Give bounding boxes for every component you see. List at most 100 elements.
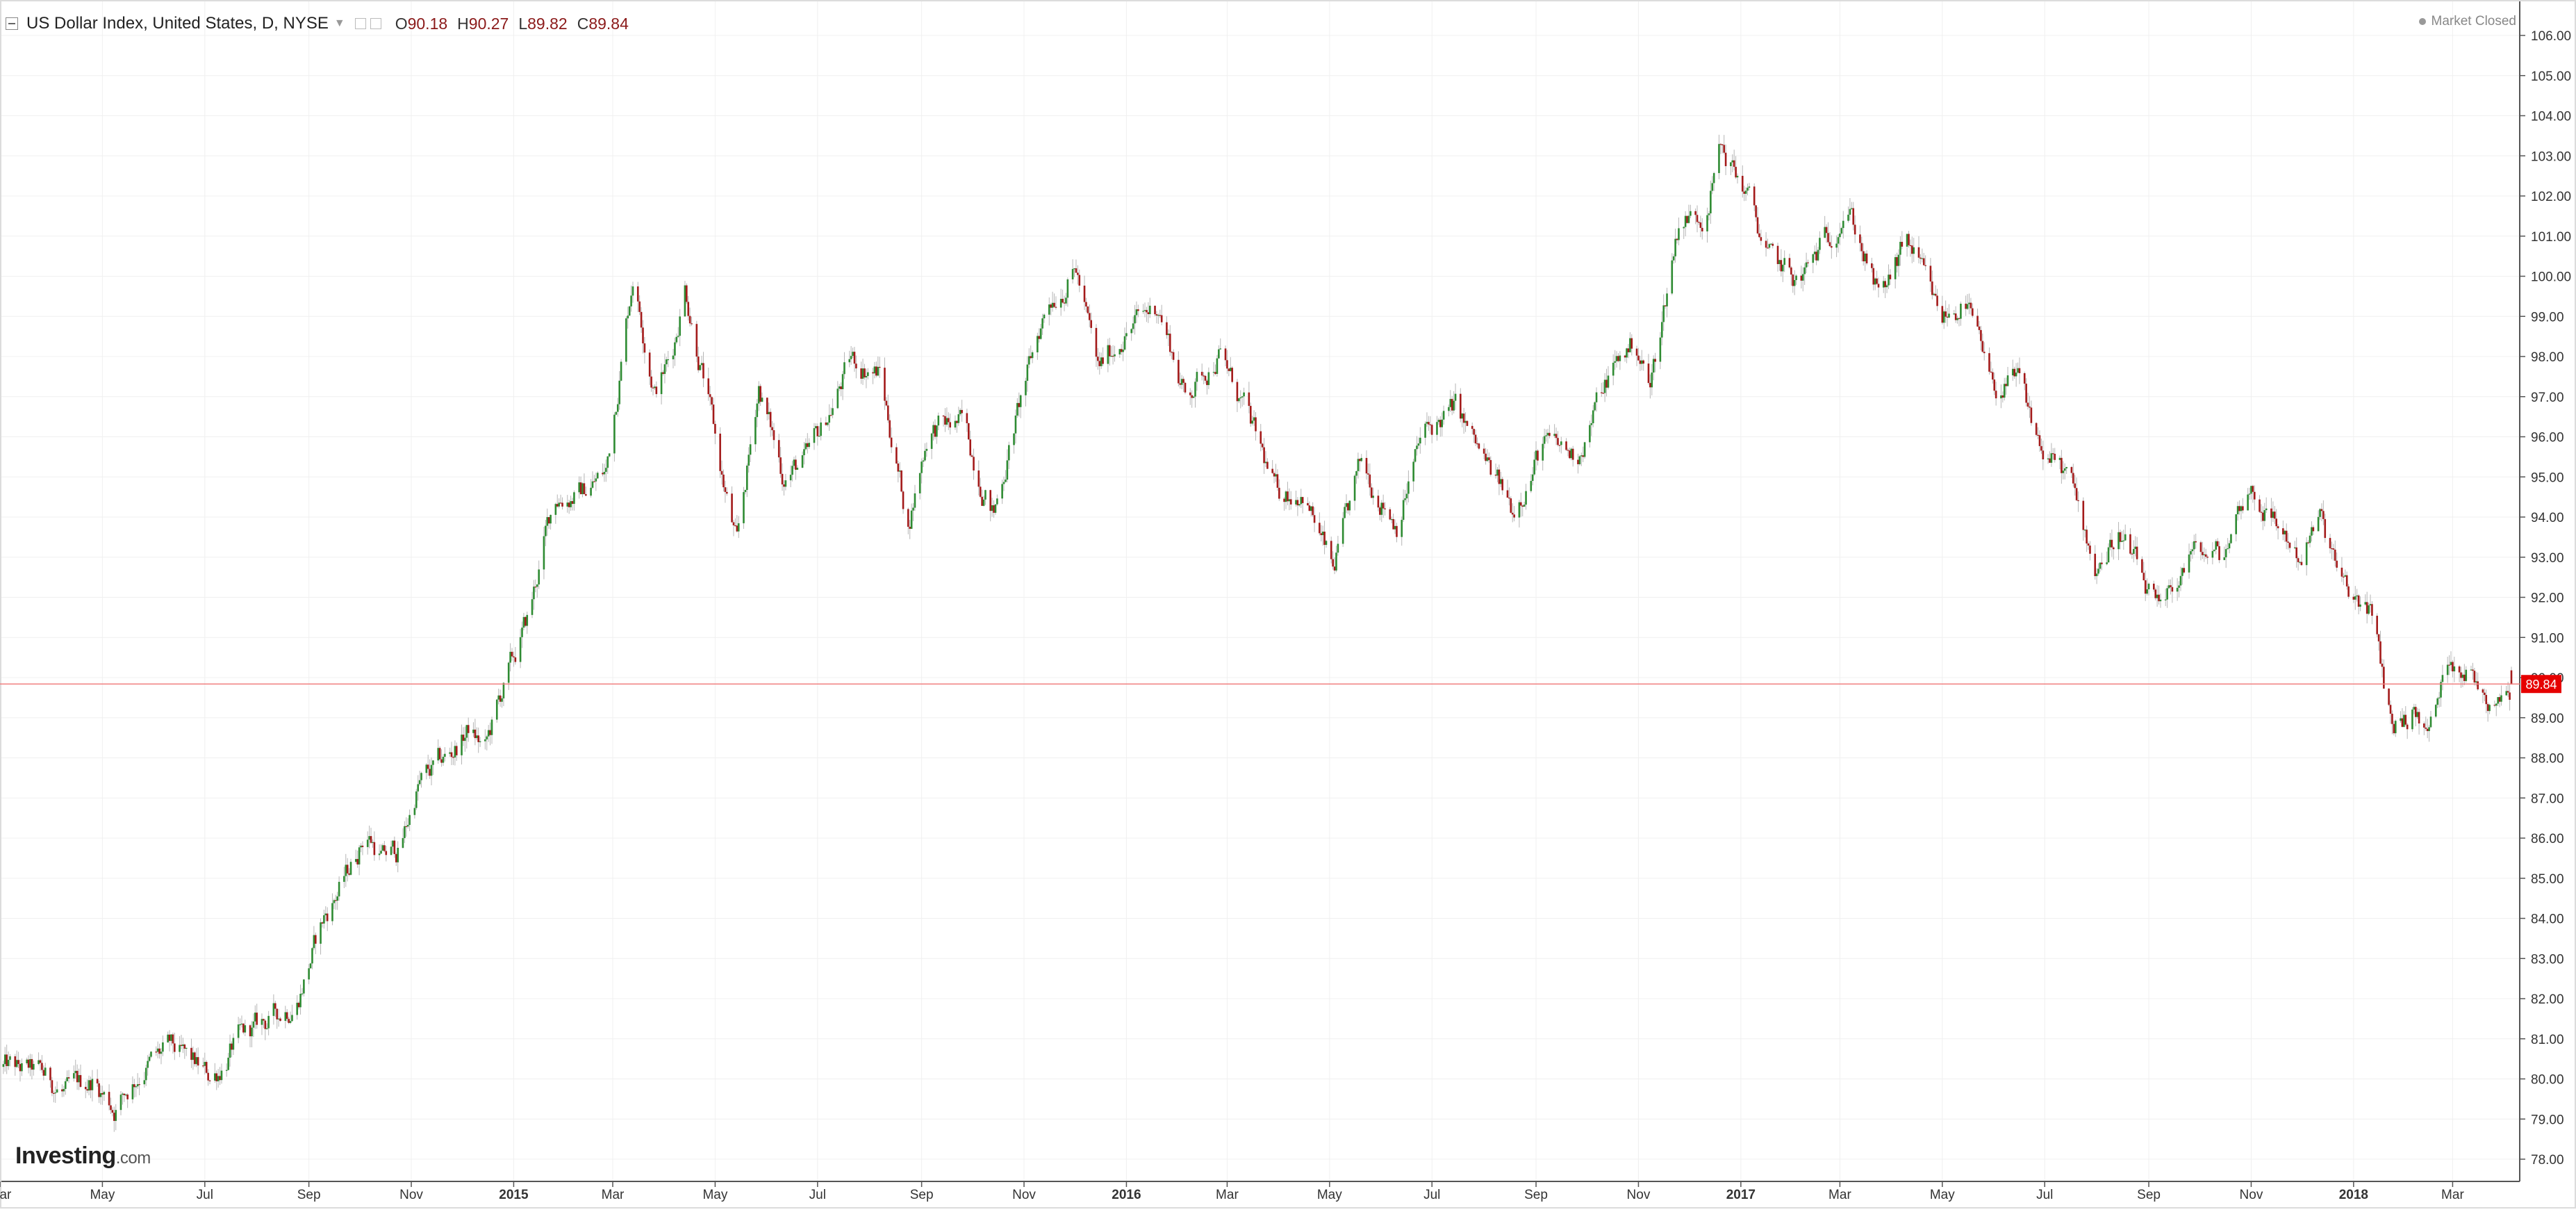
candle-body xyxy=(2320,509,2323,511)
y-tick-label: 99.00 xyxy=(2531,310,2564,325)
candle-body xyxy=(934,425,936,437)
collapse-legend-icon[interactable] xyxy=(6,17,18,30)
candle-body xyxy=(2270,508,2272,518)
candle-body xyxy=(1849,208,1851,215)
candle-body xyxy=(2218,546,2220,560)
candle-body xyxy=(1255,417,1257,432)
candle-body xyxy=(568,502,570,507)
candle-body xyxy=(1154,305,1156,315)
candle-body xyxy=(737,523,740,532)
candle-body xyxy=(691,323,693,325)
candle-body xyxy=(1805,262,1808,268)
investing-logo[interactable]: Investing.com xyxy=(15,1143,151,1170)
candle-body xyxy=(1672,256,1675,261)
settings-icon[interactable] xyxy=(354,18,366,29)
candle-body xyxy=(1756,217,1759,234)
candle-body xyxy=(170,1034,172,1041)
candle-body xyxy=(2111,539,2113,548)
candle-body xyxy=(2411,710,2413,730)
candle-body xyxy=(2344,575,2347,577)
candle-body xyxy=(2446,664,2449,675)
x-tick-label: Nov xyxy=(1012,1188,1036,1202)
candle-body xyxy=(133,1084,135,1088)
candle-body xyxy=(131,1084,134,1099)
candle-body xyxy=(1325,541,1328,546)
candle-body xyxy=(1690,211,1692,216)
candle-body xyxy=(1966,304,1969,309)
candle-body xyxy=(1735,167,1737,178)
candle-body xyxy=(918,473,921,493)
candle-body xyxy=(912,507,914,511)
candle-body xyxy=(1792,275,1794,286)
caret-down-icon[interactable]: ▼ xyxy=(333,17,345,29)
candle-body xyxy=(1178,359,1180,384)
candle-body xyxy=(1146,310,1148,313)
candle-body xyxy=(219,1076,221,1081)
candle-body xyxy=(1800,275,1803,281)
candle-body xyxy=(1442,411,1445,420)
candle-body xyxy=(2309,535,2311,543)
candle-body xyxy=(556,504,559,507)
candle-body xyxy=(418,780,421,785)
candle-body xyxy=(1533,459,1535,475)
y-tick-label: 81.00 xyxy=(2531,1033,2564,1047)
x-tick-label: Nov xyxy=(1627,1188,1651,1202)
candle-body xyxy=(1976,316,1979,327)
candle-body xyxy=(465,725,468,738)
candle-body xyxy=(1545,435,1547,436)
candle-body xyxy=(1518,502,1521,518)
candle-body xyxy=(1296,500,1299,506)
candle-body xyxy=(850,356,852,359)
candle-body xyxy=(550,514,552,524)
candle-body xyxy=(1605,379,1608,388)
candle-body xyxy=(1828,242,1831,247)
candle-body xyxy=(1624,355,1626,358)
candle-body xyxy=(1981,341,1984,352)
candle-body xyxy=(1649,383,1651,388)
close-icon[interactable] xyxy=(370,18,381,29)
candle-body xyxy=(2401,718,2404,727)
candle-body xyxy=(417,784,419,792)
symbol-title[interactable]: US Dollar Index, United States, D, NYSE xyxy=(26,14,329,33)
candle-body xyxy=(1862,251,1865,262)
y-tick-label: 106.00 xyxy=(2531,29,2571,44)
candle-body xyxy=(848,359,851,363)
candle-body xyxy=(2450,662,2452,665)
x-tick-label: 2016 xyxy=(1112,1188,1141,1202)
candle-body xyxy=(761,398,763,402)
candle-body xyxy=(771,427,773,431)
candle-body xyxy=(1995,391,1997,399)
candle-body xyxy=(348,873,350,875)
candle-body xyxy=(1842,220,1844,229)
candle-body xyxy=(1123,336,1126,350)
candle-body xyxy=(1793,280,1796,286)
candle-body xyxy=(875,366,877,376)
candle-body xyxy=(450,752,453,758)
candle-body xyxy=(1872,268,1875,285)
candle-body xyxy=(39,1060,42,1063)
candle-body xyxy=(1666,293,1668,306)
candle-body xyxy=(982,499,985,506)
y-tick-label: 93.00 xyxy=(2531,551,2564,566)
candle-body xyxy=(289,1021,292,1023)
candle-body xyxy=(1874,278,1876,285)
candle-body xyxy=(2381,663,2384,667)
candle-body xyxy=(2277,526,2279,529)
candle-body xyxy=(2075,488,2078,500)
candle-body xyxy=(1640,360,1643,364)
candle-body xyxy=(1263,447,1265,464)
status-dot-icon xyxy=(2418,18,2426,25)
candle-body xyxy=(461,735,463,755)
candle-body xyxy=(1970,302,1972,309)
close-label: C xyxy=(577,14,589,33)
candle-body xyxy=(1097,357,1099,361)
candle-body xyxy=(2388,688,2390,705)
candle-body xyxy=(1819,238,1821,250)
candle-body xyxy=(1924,265,1926,266)
candle-body xyxy=(2436,698,2438,705)
candle-body xyxy=(2359,604,2361,607)
candle-body xyxy=(981,496,983,506)
